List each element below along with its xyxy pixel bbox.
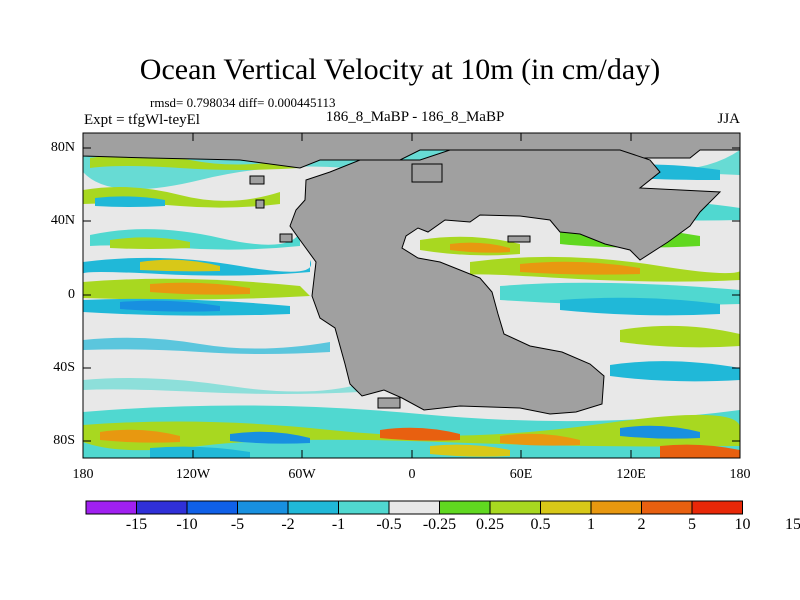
colorbar-box-9 [540, 500, 592, 515]
colorbar-box-0 [85, 500, 137, 515]
rmsd-diff-stats: rmsd= 0.798034 diff= 0.000445113 [150, 95, 336, 110]
colorbar-box-2 [186, 500, 238, 515]
colorbar-label-6: -0.25 [422, 516, 457, 533]
colorbar-box-6 [388, 500, 440, 515]
lat-tick-80s: 80S [53, 433, 75, 448]
lon-tick-60e: 60E [509, 467, 533, 482]
lon-tick-120e: 120E [616, 467, 646, 482]
colorbar-box-3 [237, 500, 289, 515]
island-4 [279, 233, 293, 243]
island-5 [507, 235, 531, 243]
lon-tick-120w: 120W [175, 467, 211, 482]
land-masses [82, 132, 741, 415]
colorbar-box-7 [439, 500, 491, 515]
colorbar-label-11: 5 [688, 516, 696, 533]
experiment-label: Expt = tfgWl-teyEl [84, 112, 200, 128]
colorbar-box-10 [590, 500, 642, 515]
island-3 [255, 199, 265, 209]
colorbar-label-7: 0.25 [476, 516, 504, 533]
comparison-label: 186_8_MaBP - 186_8_MaBP [325, 109, 505, 125]
colorbar-label-3: -2 [281, 516, 295, 533]
colorbar-box-5 [338, 500, 390, 515]
colorbar-label-1: -10 [176, 516, 198, 533]
colorbar-label-10: 2 [637, 516, 646, 533]
colorbar [85, 500, 743, 515]
colorbar-label-0: -15 [125, 516, 148, 533]
lat-tick-80n: 80N [50, 140, 75, 155]
colorbar-label-8: 0.5 [530, 516, 551, 533]
central-continent [289, 149, 722, 415]
colorbar-label-9: 1 [587, 516, 595, 533]
plot-title: Ocean Vertical Velocity at 10m (in cm/da… [139, 53, 661, 86]
colorbar-box-11 [641, 500, 693, 515]
island-2 [249, 175, 265, 185]
lon-tick-180e: 180 [729, 467, 751, 482]
colorbar-box-12 [691, 500, 743, 515]
island-1 [411, 163, 443, 183]
axis-ticks [83, 133, 740, 458]
colorbar-label-4: -1 [331, 516, 346, 533]
lon-tick-0: 0 [408, 467, 416, 482]
island-6 [377, 397, 401, 409]
colorbar-box-8 [489, 500, 541, 515]
colorbar-label-5: -0.5 [376, 516, 402, 533]
colorbar-label-12: 10 [734, 516, 751, 533]
season-label: JJA [717, 111, 740, 127]
lat-tick-0: 0 [68, 287, 75, 302]
northern-land [82, 132, 741, 169]
lat-tick-40s: 40S [53, 360, 75, 375]
colorbar-box-4 [287, 500, 339, 515]
colorbar-label-2: -5 [230, 516, 245, 533]
lon-tick-60w: 60W [288, 467, 316, 482]
lon-tick-180w: 180 [72, 467, 94, 482]
colorbar-box-1 [136, 500, 188, 515]
colorbar-label-13: 15 [785, 516, 800, 533]
lat-tick-40n: 40N [50, 213, 75, 228]
